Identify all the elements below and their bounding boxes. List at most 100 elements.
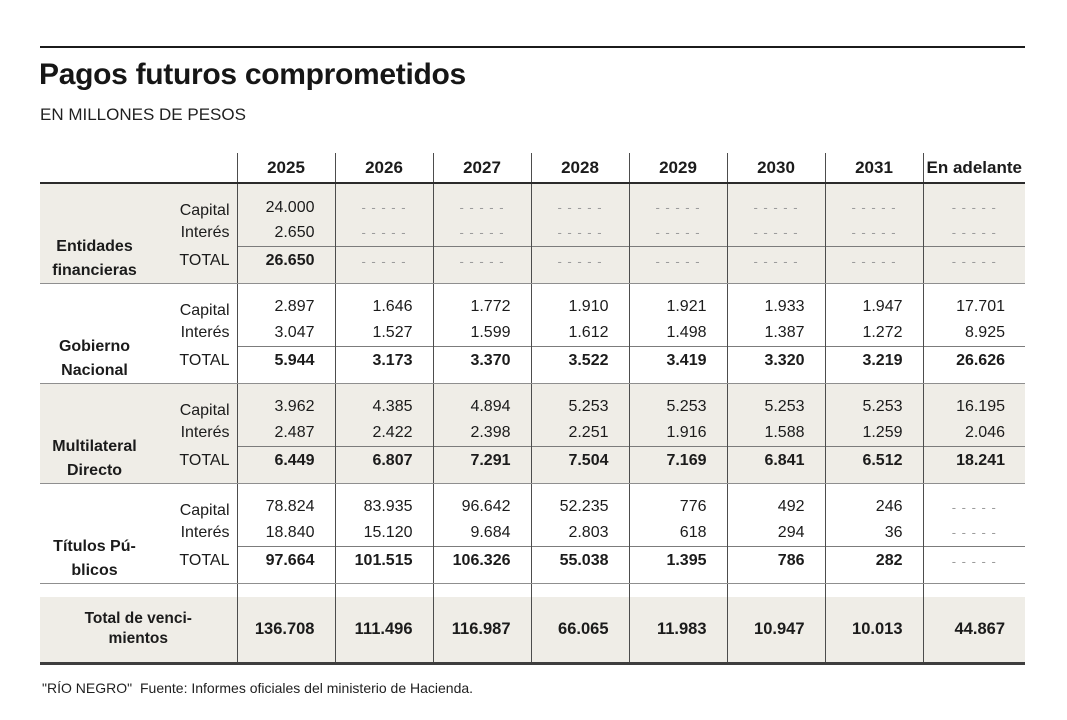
- year-column-header: En adelante: [922, 153, 1025, 184]
- value-cell: 2.398: [432, 420, 531, 446]
- total-value-cell: 7.169: [628, 445, 727, 484]
- empty-value-cell: - - - - -: [824, 183, 923, 220]
- gap-cell: [824, 583, 923, 597]
- year-column-header: 2028: [530, 153, 629, 184]
- row-type-label: TOTAL: [155, 546, 237, 584]
- group-name: Entidades financieras: [40, 183, 155, 284]
- year-column-header: 2030: [726, 153, 825, 184]
- total-value-cell: 7.291: [432, 445, 531, 484]
- empty-value-cell: - - - - -: [726, 245, 825, 284]
- value-cell: 5.253: [726, 383, 825, 420]
- value-cell: 5.253: [824, 383, 923, 420]
- year-column-header: 2031: [824, 153, 923, 184]
- row-type-label: Interés: [180, 324, 230, 341]
- table-group: Multilateral Directo Capital 3.962 4.385 4.8…: [40, 383, 1025, 484]
- value-cell: 1.527: [334, 320, 433, 346]
- table-row: TOTAL 6.449 6.807 7.291 7.504 7.169 6.841 6.512…: [40, 445, 1025, 484]
- value-cell: 1.646: [334, 283, 433, 320]
- total-value-cell: 7.504: [530, 445, 629, 484]
- table-container: 2025 2026 2027 2028 2029 2030 2031 En adelante …: [40, 153, 1025, 665]
- gap-cell: [432, 583, 531, 597]
- row-type-label: Capital: [179, 502, 230, 519]
- value-cell: 36: [824, 520, 923, 546]
- value-cell: 17.701: [922, 283, 1025, 320]
- total-value-cell: 3.173: [334, 345, 433, 384]
- value-cell: 2.487: [236, 420, 335, 446]
- grand-total-value-cell: 116.987: [432, 597, 531, 665]
- value-cell: 2.650: [236, 220, 335, 246]
- value-cell: 24.000: [236, 183, 335, 220]
- grand-total-value-cell: 44.867: [922, 597, 1025, 665]
- empty-value-cell: - - - - -: [922, 220, 1025, 246]
- year-column-header: 2026: [334, 153, 433, 184]
- gap-row: [40, 583, 1025, 597]
- group-name: Gobierno Nacional: [40, 283, 155, 384]
- value-cell: 1.933: [726, 283, 825, 320]
- grand-total-value-cell: 10.947: [726, 597, 825, 665]
- value-cell: 2.803: [530, 520, 629, 546]
- total-value-cell: 5.944: [236, 345, 335, 384]
- year-column-header: 2025: [236, 153, 335, 184]
- row-type-label: TOTAL: [155, 246, 237, 284]
- empty-value-cell: - - - - -: [530, 183, 629, 220]
- value-cell: 1.910: [530, 283, 629, 320]
- grand-total-value-cell: 10.013: [824, 597, 923, 665]
- total-value-cell: 101.515: [334, 545, 433, 584]
- row-type-label: Capital: [179, 302, 230, 319]
- empty-value-cell: - - - - -: [432, 220, 531, 246]
- empty-value-cell: - - - - -: [628, 245, 727, 284]
- value-cell: 52.235: [530, 483, 629, 520]
- empty-value-cell: - - - - -: [922, 545, 1025, 584]
- value-cell: 83.935: [334, 483, 433, 520]
- table-group: Títulos Pú- blicos Capital 78.824 83.935 96.…: [40, 483, 1025, 584]
- table-row: Interés 18.840 15.120 9.684 2.803 618 294 36- -…: [40, 520, 1025, 546]
- total-value-cell: 3.522: [530, 345, 629, 384]
- year-column-header: 2029: [628, 153, 727, 184]
- table-row: Títulos Pú- blicos Capital 78.824 83.935 96.…: [40, 483, 1025, 584]
- grand-total-value-cell: 136.708: [236, 597, 335, 665]
- gap-section: [40, 583, 1025, 597]
- value-cell: 5.253: [628, 383, 727, 420]
- value-cell: 2.897: [236, 283, 335, 320]
- table-row: Interés 3.047 1.527 1.599 1.612 1.498 1.387 1.2…: [40, 320, 1025, 346]
- value-cell: 776: [628, 483, 727, 520]
- grand-total-value-cell: 111.496: [334, 597, 433, 665]
- total-value-cell: 18.241: [922, 445, 1025, 484]
- table-group: Entidades financieras Capital 24.000- - - …: [40, 183, 1025, 284]
- table-row: Interés 2.650- - - - -- - - - -- - - - --…: [40, 220, 1025, 246]
- value-cell: 18.840: [236, 520, 335, 546]
- empty-value-cell: - - - - -: [628, 183, 727, 220]
- gap-cell: [236, 583, 335, 597]
- empty-value-cell: - - - - -: [922, 483, 1025, 520]
- value-cell: 96.642: [432, 483, 531, 520]
- total-value-cell: 6.841: [726, 445, 825, 484]
- grand-total-label: Total de venci- mientos: [40, 597, 237, 665]
- total-value-cell: 26.650: [236, 245, 335, 284]
- empty-value-cell: - - - - -: [824, 245, 923, 284]
- year-column-header: 2027: [432, 153, 531, 184]
- total-value-cell: 26.626: [922, 345, 1025, 384]
- credit-label: "RÍO NEGRO": [42, 680, 133, 696]
- gap-cell: [334, 583, 433, 597]
- value-cell: 2.422: [334, 420, 433, 446]
- table-group: Gobierno Nacional Capital 2.897 1.646 1.772 1…: [40, 283, 1025, 384]
- total-value-cell: 3.419: [628, 345, 727, 384]
- header-row: 2025 2026 2027 2028 2029 2030 2031 En adelante: [40, 153, 1025, 184]
- table-header: 2025 2026 2027 2028 2029 2030 2031 En adelante: [40, 153, 1025, 184]
- value-cell: 492: [726, 483, 825, 520]
- table-row: TOTAL 26.650- - - - -- - - - -- - - - -- …: [40, 245, 1025, 284]
- total-value-cell: 282: [824, 545, 923, 584]
- row-type-label: Interés: [155, 220, 237, 246]
- value-cell: 246: [824, 483, 923, 520]
- empty-value-cell: - - - - -: [824, 220, 923, 246]
- empty-value-cell: - - - - -: [922, 520, 1025, 546]
- table-row: Interés 2.487 2.422 2.398 2.251 1.916 1.588 1.2…: [40, 420, 1025, 446]
- value-cell: 1.921: [628, 283, 727, 320]
- table-row: TOTAL 5.944 3.173 3.370 3.522 3.419 3.320 3.219…: [40, 345, 1025, 384]
- value-cell: 294: [726, 520, 825, 546]
- payments-table: 2025 2026 2027 2028 2029 2030 2031 En adelante …: [40, 153, 1025, 665]
- value-cell: 1.947: [824, 283, 923, 320]
- value-cell: 15.120: [334, 520, 433, 546]
- empty-value-cell: - - - - -: [334, 183, 433, 220]
